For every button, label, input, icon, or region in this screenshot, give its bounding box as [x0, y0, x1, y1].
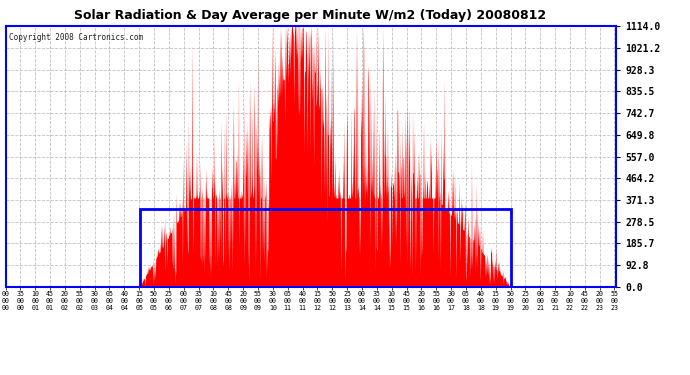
Text: Solar Radiation & Day Average per Minute W/m2 (Today) 20080812: Solar Radiation & Day Average per Minute…	[75, 9, 546, 22]
Text: Copyright 2008 Cartronics.com: Copyright 2008 Cartronics.com	[8, 33, 143, 42]
Bar	[139, 209, 511, 287]
